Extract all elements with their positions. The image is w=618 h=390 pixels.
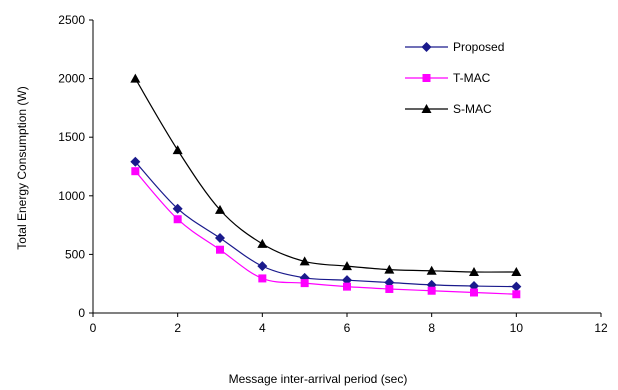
series-t-mac bbox=[131, 167, 521, 299]
data-point-t-mac bbox=[385, 284, 394, 293]
data-point-t-mac bbox=[300, 279, 309, 288]
legend-label-t-mac: T-MAC bbox=[453, 71, 491, 85]
legend: Proposed T-MAC S-MAC bbox=[405, 40, 504, 116]
x-tick-label: 2 bbox=[174, 321, 181, 335]
series-line-s-mac bbox=[134, 78, 517, 273]
x-tick-label: 4 bbox=[259, 321, 266, 335]
tick-labels: 0 500 1000 1500 2000 2500 0 2 4 6 8 10 12 bbox=[58, 13, 608, 335]
x-tick-label: 8 bbox=[428, 321, 435, 335]
y-tick-label: 2000 bbox=[58, 72, 85, 86]
legend-label-s-mac: S-MAC bbox=[453, 102, 492, 116]
data-point-proposed bbox=[257, 261, 268, 272]
data-point-t-mac bbox=[173, 215, 182, 224]
data-point-t-mac bbox=[131, 167, 140, 176]
data-point-proposed bbox=[130, 156, 141, 167]
data-point-proposed bbox=[215, 232, 225, 243]
data-point-t-mac bbox=[427, 286, 436, 295]
legend-item-proposed: Proposed bbox=[405, 40, 504, 54]
data-point-s-mac bbox=[257, 238, 268, 248]
y-tick-label: 1500 bbox=[58, 130, 85, 144]
x-tick-label: 10 bbox=[510, 321, 524, 335]
series-s-mac bbox=[130, 73, 522, 276]
data-point-s-mac bbox=[299, 256, 310, 266]
x-tick-label: 6 bbox=[344, 321, 351, 335]
data-point-s-mac bbox=[469, 266, 479, 276]
data-point-proposed bbox=[511, 281, 522, 292]
data-point-t-mac bbox=[216, 245, 224, 254]
x-axis-label: Message inter-arrival period (sec) bbox=[229, 372, 408, 386]
data-point-s-mac bbox=[130, 73, 141, 83]
data-point-s-mac bbox=[342, 261, 352, 271]
data-point-t-mac bbox=[343, 282, 351, 291]
y-tick-label: 1000 bbox=[58, 189, 85, 203]
series-line-t-mac bbox=[134, 170, 517, 295]
y-axis-label: Total Energy Consumption (W) bbox=[15, 86, 29, 249]
y-tick-label: 0 bbox=[78, 306, 85, 320]
data-point-s-mac bbox=[384, 264, 395, 274]
legend-marker-t-mac bbox=[422, 74, 431, 82]
data-point-s-mac bbox=[511, 266, 522, 276]
x-tick-label: 12 bbox=[594, 321, 608, 335]
data-point-t-mac bbox=[258, 274, 267, 283]
legend-marker-s-mac bbox=[421, 104, 432, 113]
data-point-s-mac bbox=[215, 204, 225, 214]
data-point-s-mac bbox=[172, 145, 183, 155]
y-tick-label: 2500 bbox=[58, 13, 85, 27]
legend-marker-proposed bbox=[421, 42, 432, 52]
y-tick-label: 500 bbox=[65, 247, 85, 261]
legend-label-proposed: Proposed bbox=[453, 40, 504, 54]
series bbox=[130, 73, 522, 299]
data-point-t-mac bbox=[512, 290, 521, 299]
legend-item-t-mac: T-MAC bbox=[405, 71, 491, 85]
x-tick-label: 0 bbox=[90, 321, 97, 335]
data-point-proposed bbox=[172, 203, 183, 214]
series-line-proposed bbox=[134, 161, 517, 288]
legend-item-s-mac: S-MAC bbox=[405, 102, 492, 116]
data-point-t-mac bbox=[470, 288, 478, 297]
data-point-s-mac bbox=[426, 265, 437, 275]
